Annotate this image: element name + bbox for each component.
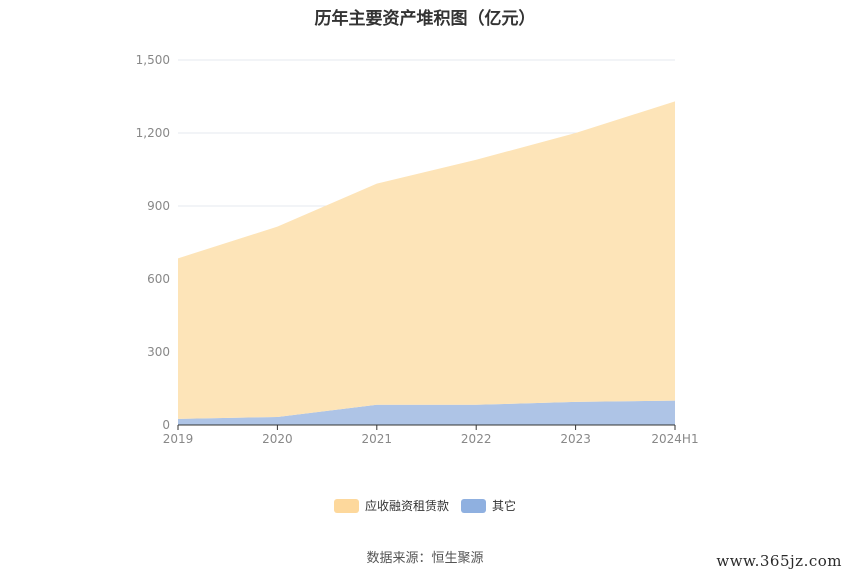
legend-label-receivables: 应收融资租赁款	[364, 499, 449, 513]
legend-swatch-receivables	[333, 498, 359, 513]
x-tick-label: 2021	[362, 432, 393, 446]
y-tick-label: 300	[147, 345, 170, 359]
chart-title: 历年主要资产堆积图（亿元）	[314, 9, 536, 29]
legend-label-other: 其它	[492, 499, 517, 513]
area-series-1	[178, 101, 675, 419]
legend-item-other[interactable]: 其它	[461, 497, 516, 514]
data-source-note: 数据来源：恒生聚源	[366, 551, 484, 566]
y-tick-label: 1,200	[136, 126, 170, 140]
area-series-0	[178, 400, 675, 425]
x-tick-label: 2022	[461, 432, 492, 446]
x-tick-label: 2019	[163, 432, 194, 446]
y-tick-label: 600	[147, 272, 170, 286]
legend-swatch-other	[461, 498, 486, 513]
x-tick-label: 2023	[560, 432, 591, 446]
legend: 应收融资租赁款 其它	[0, 497, 850, 514]
y-tick-label: 900	[147, 199, 170, 213]
y-tick-label: 1,500	[136, 53, 170, 67]
watermark: www.365jz.com	[716, 552, 842, 570]
x-tick-label: 2020	[262, 432, 293, 446]
legend-item-receivables[interactable]: 应收融资租赁款	[333, 497, 449, 514]
x-tick-label: 2024H1	[651, 432, 698, 446]
y-tick-label: 0	[162, 418, 170, 432]
